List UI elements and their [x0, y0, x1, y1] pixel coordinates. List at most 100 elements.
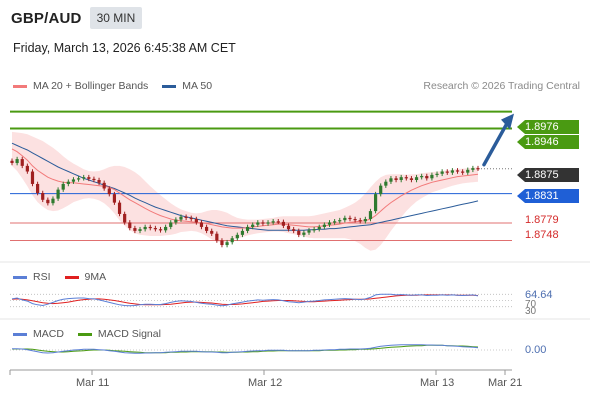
macd-swatch: [13, 332, 27, 336]
macd-legend: MACD MACD Signal: [13, 328, 161, 340]
macd-legend-label: MACD: [33, 328, 64, 340]
last-price-label: 1.8875: [517, 168, 579, 182]
candle-body: [420, 176, 424, 178]
ma20-swatch: [13, 84, 27, 88]
candle-body: [414, 177, 419, 180]
x-label-mar12: Mar 12: [248, 377, 283, 389]
support-1-label: 1.8779: [525, 214, 559, 226]
macd-signal-legend-label: MACD Signal: [97, 328, 161, 340]
forecast-arrow-shaft: [482, 119, 510, 167]
candle-body: [235, 234, 239, 239]
candle-body: [138, 229, 142, 231]
candle-body: [215, 233, 219, 241]
rsi-swatch: [13, 275, 27, 279]
forecast-arrow: [482, 113, 514, 167]
candle-body: [399, 177, 403, 180]
candle-body: [281, 221, 286, 226]
candle-body: [327, 222, 332, 225]
support-2-label: 1.8748: [525, 229, 559, 241]
candle-body: [271, 221, 275, 223]
candle-body: [107, 188, 111, 195]
candle-body: [158, 229, 163, 231]
rsi-panel-lines: [10, 293, 512, 308]
candle-body: [148, 226, 152, 229]
candle-body: [92, 178, 96, 181]
pivot-label: 1.8831: [517, 189, 579, 203]
candle-body: [266, 222, 270, 224]
candle-body: [30, 171, 35, 184]
candle-body: [143, 226, 147, 230]
candle-body: [440, 171, 444, 174]
candle-body: [189, 217, 193, 220]
forecast-arrow-head: [501, 113, 514, 130]
candle-body: [292, 229, 296, 231]
candle-body: [409, 178, 414, 180]
candle-body: [76, 178, 81, 180]
candle-body: [276, 221, 280, 223]
price-levels: [10, 110, 512, 242]
candle-body: [353, 219, 357, 221]
candle-body: [363, 219, 367, 222]
resistance-1-label: 1.8946: [517, 135, 579, 149]
time-axis: [9, 369, 512, 375]
candle-body: [112, 194, 117, 203]
rsi-tick-30: 30: [525, 306, 537, 317]
ma20-line: [11, 148, 479, 229]
x-label-mar11: Mar 11: [76, 377, 110, 389]
price-legend: MA 20 + Bollinger Bands MA 50: [13, 80, 212, 92]
candle-body: [82, 177, 86, 179]
candle-body: [384, 181, 388, 186]
candle-body: [204, 226, 209, 231]
candle-body: [71, 179, 76, 182]
candle-body: [338, 220, 342, 222]
candle-body: [307, 230, 311, 233]
ma50-legend-label: MA 50: [182, 80, 213, 92]
candle-body: [25, 165, 29, 172]
candle-body: [251, 224, 255, 227]
candle-body: [36, 183, 40, 194]
candle-body: [404, 177, 408, 179]
rsi-legend: RSI 9MA: [13, 271, 106, 283]
candle-body: [261, 222, 265, 224]
macd-panel-lines: [10, 344, 512, 354]
candle-body: [87, 177, 91, 179]
timeframe-badge[interactable]: 30 MIN: [89, 7, 143, 29]
candle-body: [179, 216, 183, 220]
candle-body: [20, 159, 24, 166]
candle-body: [333, 221, 337, 223]
candle-body: [230, 238, 234, 243]
candle-body: [348, 217, 352, 220]
macd-signal-swatch: [77, 332, 92, 336]
candle-body: [312, 229, 316, 231]
candle-body: [317, 226, 321, 230]
rsi-line: [11, 293, 479, 307]
chart-header: GBP/AUD 30 MIN: [11, 7, 143, 29]
candle-body: [10, 160, 14, 164]
candle-body: [297, 230, 301, 235]
bollinger-bands: [12, 131, 478, 251]
research-credit: Research © 2026 Trading Central: [423, 80, 580, 92]
rsi-ma-swatch: [64, 275, 79, 279]
candle-body: [210, 230, 214, 234]
rsi-tick-70: 70: [525, 299, 537, 310]
chart-datetime: Friday, March 13, 2026 6:45:38 AM CET: [13, 41, 236, 55]
candle-body: [199, 222, 204, 227]
candle-body: [373, 194, 378, 212]
candle-body: [286, 225, 291, 230]
macd-value-label: 0.00: [525, 344, 547, 356]
candle-body: [389, 178, 393, 182]
symbol-title: GBP/AUD: [11, 9, 82, 27]
candle-body: [379, 185, 383, 195]
candle-body: [471, 168, 475, 170]
candle-body: [256, 222, 260, 225]
rsi-legend-label: RSI: [33, 271, 51, 283]
price-candles: [10, 156, 480, 248]
candle-body: [220, 240, 224, 246]
candle-body: [445, 171, 449, 173]
candle-body: [240, 230, 245, 235]
candle-body: [164, 226, 168, 231]
candle-body: [461, 171, 465, 173]
candle-body: [51, 198, 55, 204]
candle-body: [184, 216, 188, 218]
